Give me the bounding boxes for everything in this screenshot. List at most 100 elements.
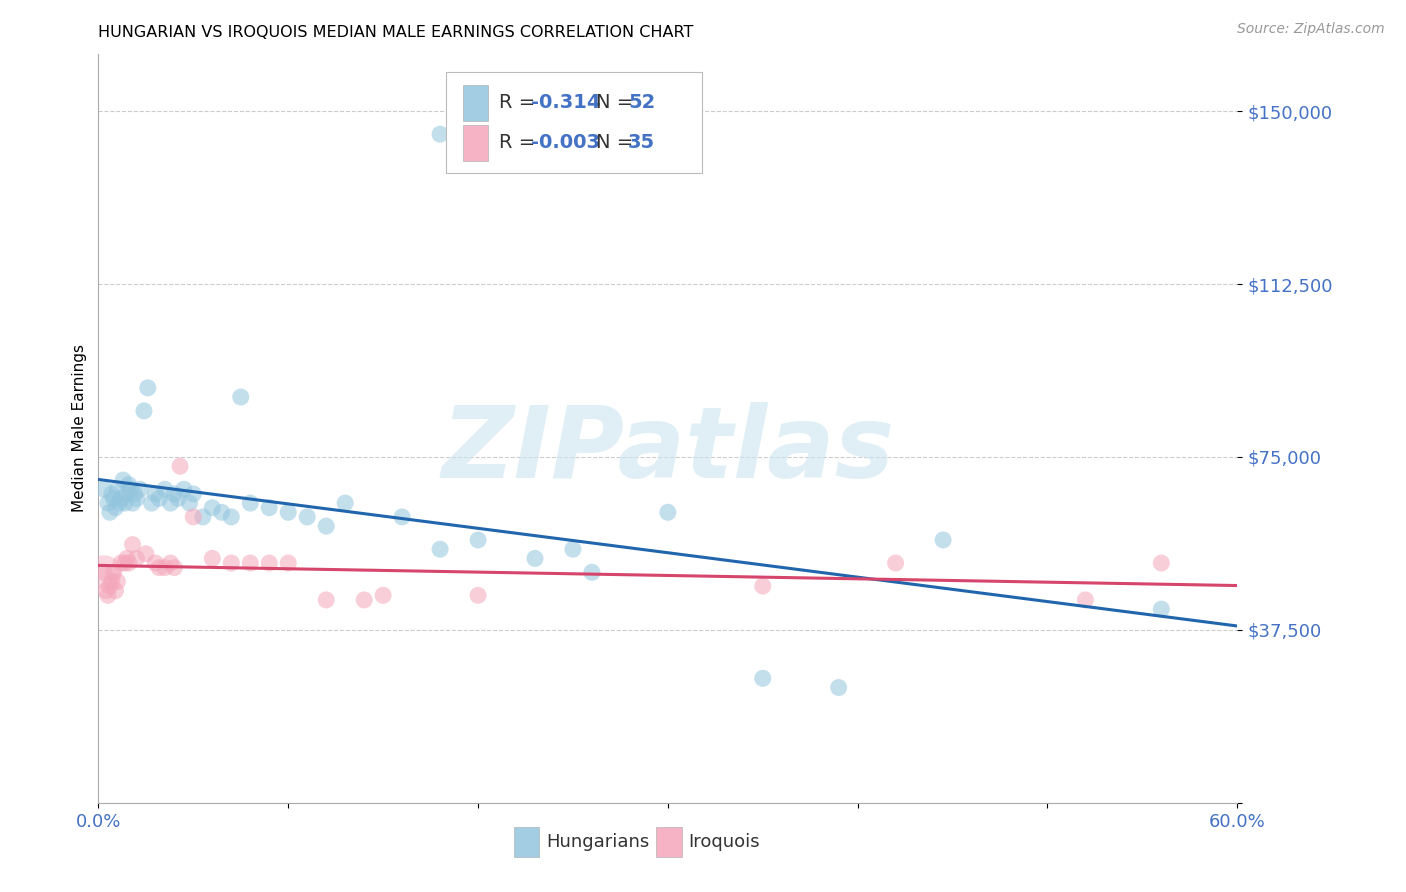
Point <box>315 593 337 607</box>
Text: -0.314: -0.314 <box>531 94 600 112</box>
Point <box>97 496 120 510</box>
Point <box>657 505 679 519</box>
Point <box>153 482 176 496</box>
Point <box>132 404 155 418</box>
Point <box>118 477 141 491</box>
Point <box>335 496 357 510</box>
Text: ZIPatlas: ZIPatlas <box>441 402 894 500</box>
Point <box>259 500 281 515</box>
Point <box>136 381 159 395</box>
Point <box>124 487 146 501</box>
Point <box>229 390 252 404</box>
Point <box>932 533 955 547</box>
Text: R =: R = <box>499 133 541 153</box>
Text: 52: 52 <box>628 94 655 112</box>
Point <box>110 491 132 506</box>
Point <box>121 496 143 510</box>
Point <box>104 500 127 515</box>
Point <box>179 496 201 510</box>
Point <box>353 593 375 607</box>
Point <box>145 556 167 570</box>
FancyBboxPatch shape <box>515 827 538 856</box>
Point <box>115 487 138 501</box>
Point <box>115 551 138 566</box>
Text: R =: R = <box>499 94 541 112</box>
Point <box>1074 593 1097 607</box>
Point <box>98 579 121 593</box>
Point <box>148 491 170 506</box>
Point <box>391 510 413 524</box>
Point <box>884 556 907 570</box>
Point <box>107 482 129 496</box>
Point <box>93 482 115 496</box>
Text: HUNGARIAN VS IROQUOIS MEDIAN MALE EARNINGS CORRELATION CHART: HUNGARIAN VS IROQUOIS MEDIAN MALE EARNIN… <box>98 25 693 40</box>
Point <box>1150 556 1173 570</box>
Point <box>211 505 233 519</box>
Point <box>183 487 205 501</box>
Point <box>429 127 451 141</box>
Point <box>93 566 115 580</box>
Point <box>108 496 131 510</box>
Point <box>191 510 214 524</box>
Point <box>135 547 157 561</box>
Point <box>183 510 205 524</box>
Point <box>371 588 394 602</box>
Point <box>159 496 181 510</box>
Point <box>114 496 136 510</box>
Point <box>1150 602 1173 616</box>
Text: N =: N = <box>596 94 640 112</box>
Point <box>148 560 170 574</box>
Point <box>98 505 121 519</box>
Text: N =: N = <box>596 133 640 153</box>
Point <box>120 482 142 496</box>
Y-axis label: Median Male Earnings: Median Male Earnings <box>72 344 87 512</box>
Point <box>107 574 129 589</box>
Point <box>159 556 181 570</box>
Point <box>163 487 186 501</box>
Point <box>93 566 115 580</box>
Point <box>94 583 117 598</box>
Point <box>429 542 451 557</box>
Point <box>828 681 851 695</box>
Point <box>221 556 243 570</box>
Point <box>221 510 243 524</box>
Point <box>467 588 489 602</box>
Point <box>169 459 191 474</box>
Point <box>114 556 136 570</box>
Text: 35: 35 <box>628 133 655 153</box>
Point <box>524 551 547 566</box>
Point <box>110 556 132 570</box>
Point <box>104 583 127 598</box>
FancyBboxPatch shape <box>463 125 488 161</box>
Point <box>581 566 603 580</box>
Point <box>277 505 299 519</box>
Text: Source: ZipAtlas.com: Source: ZipAtlas.com <box>1237 22 1385 37</box>
Point <box>467 533 489 547</box>
Text: -0.003: -0.003 <box>531 133 600 153</box>
Point <box>121 538 143 552</box>
Point <box>315 519 337 533</box>
Point <box>145 487 167 501</box>
Point <box>103 491 125 506</box>
Point <box>97 588 120 602</box>
Point <box>239 496 262 510</box>
Point <box>100 574 122 589</box>
Point <box>201 500 224 515</box>
Point <box>163 560 186 574</box>
Point <box>112 473 135 487</box>
Point <box>153 560 176 574</box>
Point <box>752 579 775 593</box>
Point <box>103 566 125 580</box>
Point <box>562 542 585 557</box>
Point <box>201 551 224 566</box>
Point <box>239 556 262 570</box>
Point <box>297 510 319 524</box>
Point <box>141 496 163 510</box>
Point <box>100 487 122 501</box>
FancyBboxPatch shape <box>446 72 702 173</box>
FancyBboxPatch shape <box>463 85 488 121</box>
Point <box>259 556 281 570</box>
Point <box>125 491 148 506</box>
Point <box>752 671 775 685</box>
Point <box>125 551 148 566</box>
